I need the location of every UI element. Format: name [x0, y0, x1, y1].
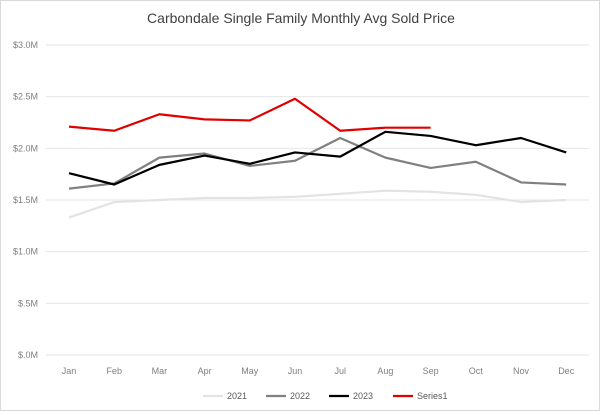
x-tick-label: Feb [106, 366, 122, 376]
y-tick-label: $1.0M [13, 247, 38, 257]
y-tick-label: $.0M [18, 350, 38, 360]
y-tick-label: $1.5M [13, 195, 38, 205]
x-tick-label: Sep [423, 366, 439, 376]
series-line-series1 [68, 97, 431, 132]
x-tick-label: Mar [152, 366, 168, 376]
x-tick-label: May [241, 366, 259, 376]
chart-title: Carbondale Single Family Monthly Avg Sol… [147, 10, 455, 26]
legend-label: 2021 [227, 391, 247, 401]
series-line-2023 [68, 130, 567, 186]
y-tick-label: $3.0M [13, 40, 38, 50]
y-tick-label: $2.0M [13, 143, 38, 153]
series-line-2021 [68, 189, 567, 219]
x-tick-label: Dec [558, 366, 575, 376]
y-tick-label: $.5M [18, 298, 38, 308]
x-tick-label: Jan [62, 366, 77, 376]
legend-label: Series1 [417, 391, 448, 401]
series-line-2022 [68, 136, 567, 190]
x-tick-label: Apr [198, 366, 212, 376]
x-tick-label: Jun [288, 366, 303, 376]
y-tick-label: $2.5M [13, 92, 38, 102]
legend-label: 2023 [353, 391, 373, 401]
x-tick-label: Aug [377, 366, 393, 376]
x-tick-label: Nov [513, 366, 530, 376]
x-tick-label: Jul [334, 366, 346, 376]
legend-label: 2022 [290, 391, 310, 401]
x-tick-label: Oct [469, 366, 484, 376]
